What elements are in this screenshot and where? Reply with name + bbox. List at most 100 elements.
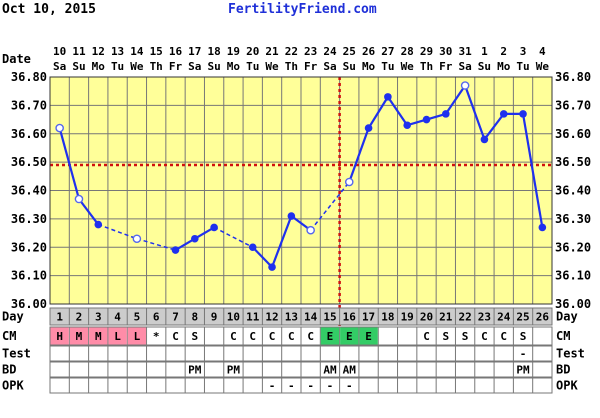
weekday-label: We xyxy=(536,60,550,73)
cm-value: M xyxy=(76,330,83,343)
temperature-segment-dashed xyxy=(213,226,254,248)
y-tick-left: 36.80 xyxy=(11,70,47,84)
bd-value: PM xyxy=(188,364,202,377)
date-label: 12 xyxy=(92,45,105,58)
temperature-point-open xyxy=(74,194,84,204)
day-value: 14 xyxy=(304,311,318,324)
day-value: 3 xyxy=(95,311,102,324)
bd-value: PM xyxy=(227,364,241,377)
row-label-day-right: Day xyxy=(556,310,578,324)
row-label-test-left: Test xyxy=(2,347,31,361)
row-label-opk-right: OPK xyxy=(556,379,578,393)
date-label: 13 xyxy=(111,45,124,58)
site-name: FertilityFriend.com xyxy=(228,2,377,17)
temperature-point xyxy=(519,110,527,118)
temperature-segment xyxy=(251,246,273,268)
date-label: 24 xyxy=(323,45,337,58)
weekday-label: Fr xyxy=(169,60,183,73)
day-value: 11 xyxy=(246,311,260,324)
opk-value: - xyxy=(346,380,353,393)
row-label-bd-right: BD xyxy=(556,363,570,377)
date-label: 4 xyxy=(539,45,546,58)
date-label: 16 xyxy=(169,45,183,58)
row-label-date: Date xyxy=(2,52,31,66)
cm-value: C xyxy=(172,330,179,343)
weekday-label: Th xyxy=(285,60,298,73)
temperature-point xyxy=(191,234,199,243)
weekday-label: Sa xyxy=(53,60,66,73)
day-value: 16 xyxy=(343,311,357,324)
cm-value: C xyxy=(307,330,314,343)
temperature-point-open xyxy=(55,123,64,133)
y-tick-right: 36.40 xyxy=(555,184,591,198)
test-value: - xyxy=(520,348,527,361)
cm-value: L xyxy=(134,330,141,343)
cm-cell-highlight xyxy=(108,327,127,345)
weekday-label: We xyxy=(130,60,144,73)
day-value: 18 xyxy=(381,311,394,324)
date-label: 29 xyxy=(420,45,433,58)
row-label-bd-left: BD xyxy=(2,363,16,377)
cm-value: S xyxy=(442,330,449,343)
weekday-label: Su xyxy=(343,60,356,73)
date-label: 28 xyxy=(401,45,414,58)
y-tick-left: 36.30 xyxy=(11,212,47,226)
date-label: 1 xyxy=(481,45,488,58)
temperature-point-open xyxy=(132,234,142,244)
cm-value: * xyxy=(153,330,160,343)
temperature-point-open xyxy=(344,177,354,187)
day-value: 12 xyxy=(265,311,278,324)
day-value: 2 xyxy=(76,311,83,324)
row-label-day-left: Day xyxy=(2,310,24,324)
cm-cell-highlight xyxy=(359,327,378,345)
temperature-point xyxy=(422,115,431,124)
day-value: 5 xyxy=(134,311,141,324)
y-tick-left: 36.20 xyxy=(11,240,47,254)
weekday-label: Th xyxy=(420,60,433,73)
y-tick-right: 36.10 xyxy=(555,269,591,283)
temperature-segment xyxy=(444,84,467,115)
cm-cell-highlight xyxy=(320,327,340,345)
temperature-segment xyxy=(78,198,100,226)
axis-labels-group: 36.00 36.00 36.10 36.10 36.20 36.20 36.30 36.30… xyxy=(2,45,591,311)
temperature-point xyxy=(403,121,411,130)
weekday-label: Th xyxy=(150,60,163,73)
chart-date: Oct 10, 2015 xyxy=(2,2,96,17)
y-tick-left: 36.70 xyxy=(11,98,47,112)
cm-value: E xyxy=(327,330,334,343)
cm-value: H xyxy=(56,330,63,343)
date-label: 23 xyxy=(304,45,317,58)
date-label: 26 xyxy=(362,45,376,58)
temperature-point xyxy=(538,223,547,232)
day-value: 10 xyxy=(227,311,240,324)
day-value: 4 xyxy=(114,311,121,324)
temperature-point xyxy=(210,223,218,232)
row-label-test-right: Test xyxy=(556,347,585,361)
day-value: 8 xyxy=(191,311,198,324)
temperature-point-open xyxy=(460,81,470,90)
day-value: 1 xyxy=(56,311,63,324)
y-tick-left: 36.60 xyxy=(11,127,47,141)
row-label-opk-left: OPK xyxy=(2,379,24,393)
opk-value: - xyxy=(288,380,295,393)
bd-value: PM xyxy=(516,364,530,377)
weekday-label: Sa xyxy=(458,60,471,73)
y-tick-left: 36.00 xyxy=(11,297,47,311)
cm-cell-highlight xyxy=(50,327,69,345)
weekday-label: Mo xyxy=(497,60,511,73)
row-label-cm-left: CM xyxy=(2,329,16,343)
cm-value: C xyxy=(249,330,256,343)
temperature-segment xyxy=(367,96,389,129)
temperature-point xyxy=(384,93,392,101)
plot-border xyxy=(49,76,553,305)
cm-value: C xyxy=(230,330,237,343)
cm-cell-highlight xyxy=(89,327,108,345)
cm-value: M xyxy=(95,330,102,343)
date-label: 31 xyxy=(458,45,472,58)
weekday-label: Mo xyxy=(92,60,106,73)
cm-value: S xyxy=(462,330,469,343)
date-label: 11 xyxy=(72,45,86,58)
cm-value: C xyxy=(481,330,488,343)
weekday-label: Su xyxy=(72,60,85,73)
opk-value: - xyxy=(307,380,314,393)
